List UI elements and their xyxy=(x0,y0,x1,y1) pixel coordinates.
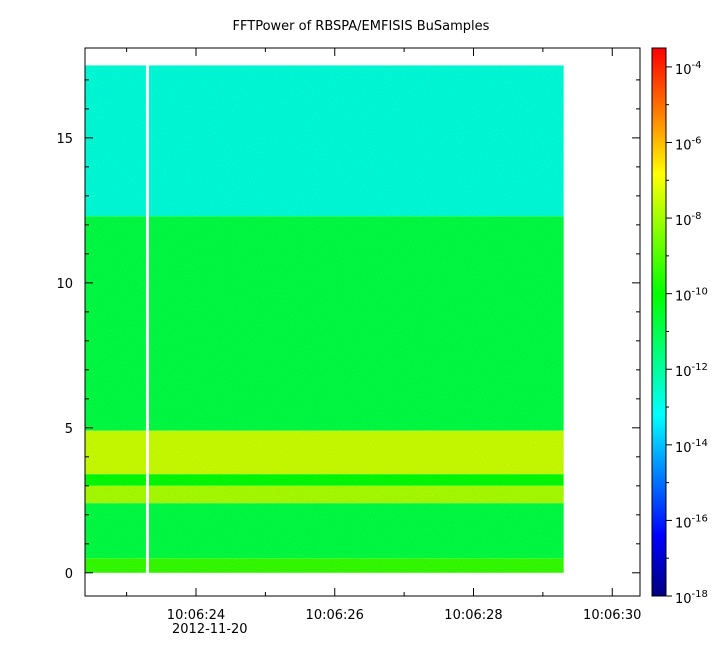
colorbar-axis: 10-4 10-6 10-8 10-10 10-12 10-14 10-16 10-18 xyxy=(666,60,708,607)
y-axis: 0 5 10 15 xyxy=(56,79,640,582)
spectrogram-band-3 xyxy=(85,474,564,486)
spectrogram-band-6 xyxy=(85,558,564,573)
colorbar-tick-label-7: 10-18 xyxy=(675,589,708,607)
spectrogram-band-0 xyxy=(85,65,564,217)
spectrogram-band-1 xyxy=(85,216,564,431)
colorbar-tick-label-4: 10-12 xyxy=(675,362,708,380)
y-tick-label-0: 0 xyxy=(65,567,73,582)
spectrogram-band-5 xyxy=(85,503,564,559)
y-tick-label-1: 5 xyxy=(65,422,73,437)
y-tick-label-2: 10 xyxy=(56,277,73,292)
x-tick-label-2: 10:06:28 xyxy=(444,608,502,623)
x-axis: 10:06:24 10:06:26 10:06:28 10:06:30 xyxy=(126,48,641,623)
colorbar-tick-label-5: 10-14 xyxy=(675,438,708,456)
colorbar xyxy=(651,47,667,597)
chart-title: FFTPower of RBSPA/EMFISIS BuSamples xyxy=(233,19,490,34)
data-gap xyxy=(145,65,149,573)
x-tick-label-0: 10:06:24 xyxy=(167,608,225,623)
y-tick-label-3: 15 xyxy=(56,132,73,147)
colorbar-tick-label-3: 10-10 xyxy=(675,287,708,305)
spectrogram-image xyxy=(85,65,564,573)
colorbar-tick-label-0: 10-4 xyxy=(675,60,702,78)
colorbar-tick-label-1: 10-6 xyxy=(675,135,702,153)
x-date-label: 2012-11-20 xyxy=(172,622,248,637)
plot-frame xyxy=(84,47,641,597)
spectrogram-band-4 xyxy=(85,485,564,504)
spectrogram-band-2 xyxy=(85,430,564,475)
colorbar-tick-label-2: 10-8 xyxy=(675,211,702,229)
x-tick-label-1: 10:06:26 xyxy=(306,608,364,623)
x-tick-label-3: 10:06:30 xyxy=(583,608,641,623)
colorbar-tick-label-6: 10-16 xyxy=(675,513,708,531)
